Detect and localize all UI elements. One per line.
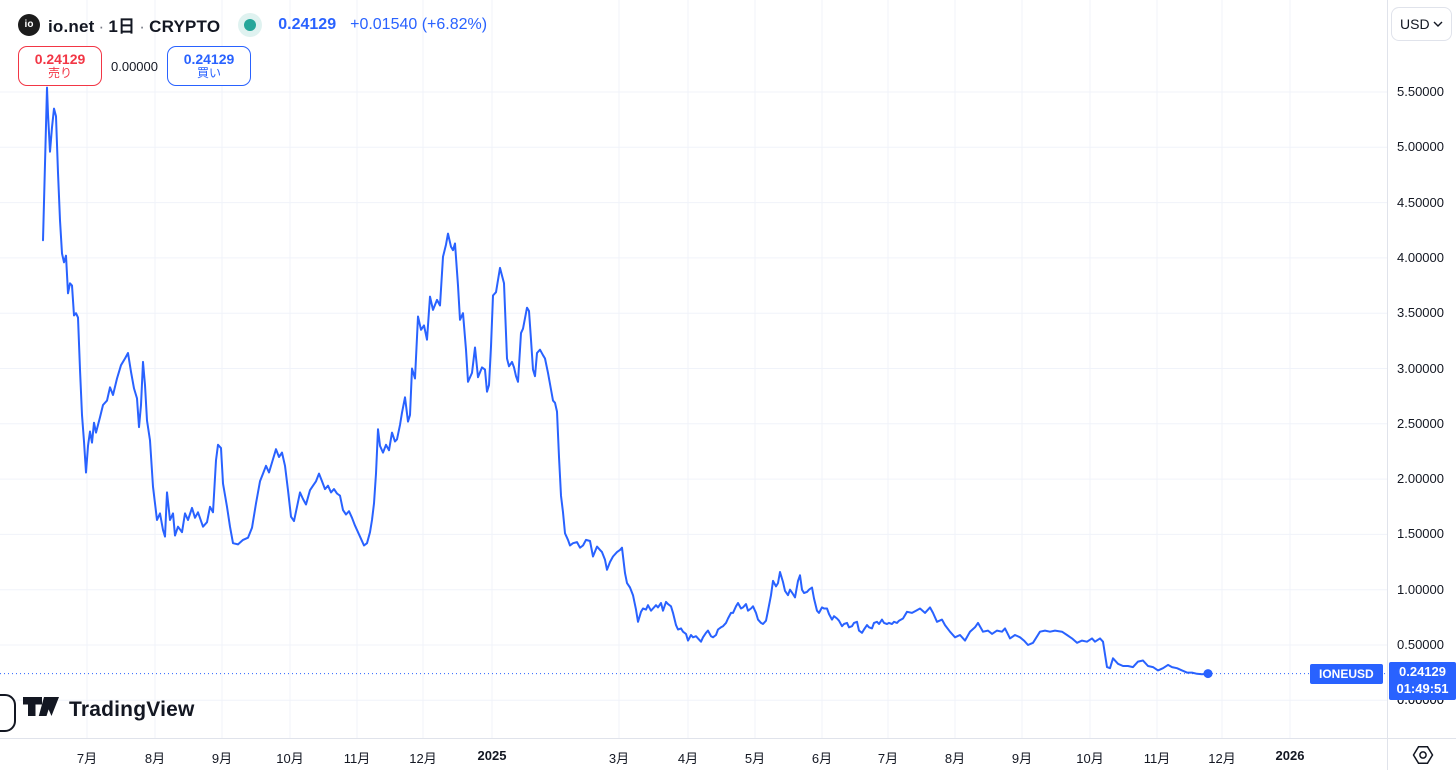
symbol-title[interactable]: io.net · 1日 · CRYPTO bbox=[48, 12, 220, 37]
time-tick-label: 9月 bbox=[211, 751, 233, 766]
time-tick-label: 10月 bbox=[1076, 751, 1104, 766]
currency-dropdown[interactable]: USD bbox=[1391, 7, 1452, 41]
time-tick-label: 7月 bbox=[76, 751, 98, 766]
last-price-axis-label: 0.24129 01:49:51 bbox=[1389, 661, 1456, 700]
tradingview-attribution[interactable]: TradingView bbox=[22, 696, 195, 723]
title-separator: · bbox=[139, 17, 146, 36]
left-edge-tab[interactable] bbox=[0, 694, 16, 732]
time-tick-label: 12月 bbox=[409, 751, 437, 766]
price-tick-label: 0.50000 bbox=[1397, 637, 1444, 652]
chevron-down-icon bbox=[1433, 21, 1443, 27]
price-change-value: +0.01540 (+6.82%) bbox=[350, 15, 488, 33]
ionet-logo-icon: io bbox=[18, 13, 40, 36]
symbol-header: io io.net · 1日 · CRYPTO 0.24129 +0.01540 (+6… bbox=[18, 12, 487, 37]
market-status-icon[interactable] bbox=[238, 12, 263, 37]
price-tick-label: 1.50000 bbox=[1397, 526, 1444, 542]
time-tick-label: 2026 bbox=[1275, 748, 1305, 763]
symbol-name[interactable]: io.net bbox=[48, 17, 95, 36]
sell-button[interactable]: 0.24129 売り bbox=[18, 46, 102, 86]
axis-last-price: 0.24129 bbox=[1399, 664, 1446, 680]
time-tick-label: 9月 bbox=[1011, 751, 1033, 766]
time-tick-label: 11月 bbox=[1143, 751, 1171, 766]
buy-label: 買い bbox=[196, 66, 221, 81]
time-tick-label: 3月 bbox=[608, 751, 630, 766]
time-tick-label: 11月 bbox=[343, 751, 371, 766]
time-tick-label: 2025 bbox=[477, 748, 507, 763]
time-tick-label: 5月 bbox=[744, 751, 766, 766]
scale-settings-icon[interactable] bbox=[1411, 744, 1435, 766]
price-tick-label: 1.00000 bbox=[1397, 581, 1444, 597]
time-tick-label: 6月 bbox=[811, 751, 833, 766]
price-tick-label: 5.00000 bbox=[1397, 139, 1444, 155]
currency-value: USD bbox=[1400, 16, 1430, 32]
buy-button[interactable]: 0.24129 買い bbox=[167, 46, 251, 86]
market-status-dot bbox=[244, 18, 257, 31]
tradingview-logo-icon bbox=[23, 697, 59, 716]
price-line-symbol-label: IONEUSD bbox=[1310, 664, 1383, 685]
bar-close-countdown: 01:49:51 bbox=[1396, 680, 1449, 696]
time-tick-label: 12月 bbox=[1208, 751, 1236, 766]
buy-price: 0.24129 bbox=[183, 51, 235, 68]
price-line-series bbox=[42, 86, 1209, 676]
price-tick-label: 4.50000 bbox=[1397, 194, 1444, 210]
time-tick-label: 4月 bbox=[677, 751, 699, 766]
interval-label[interactable]: 1日 bbox=[108, 17, 136, 36]
time-tick-label: 7月 bbox=[877, 751, 899, 766]
price-tick-label: 4.00000 bbox=[1397, 249, 1444, 265]
price-tick-label: 5.50000 bbox=[1397, 84, 1444, 99]
sell-label: 売り bbox=[47, 66, 72, 81]
scale-settings-corner[interactable] bbox=[1387, 739, 1456, 770]
spread-value: 0.00000 bbox=[111, 58, 158, 74]
last-price-value: 0.24129 bbox=[278, 15, 337, 33]
tradingview-brand-text: TradingView bbox=[69, 697, 195, 721]
price-tick-label: 3.00000 bbox=[1397, 360, 1444, 376]
market-label: CRYPTO bbox=[149, 17, 221, 36]
time-tick-label: 8月 bbox=[944, 751, 966, 766]
last-price-dot bbox=[1203, 669, 1213, 679]
price-scale[interactable]: USD 0.24129 01:49:51 5.50000 5.00000 4.500… bbox=[1387, 0, 1456, 738]
price-tick-label: 3.50000 bbox=[1397, 305, 1444, 321]
trade-panel: 0.24129 売り 0.00000 0.24129 買い bbox=[18, 46, 251, 86]
time-tick-label: 8月 bbox=[144, 751, 166, 766]
price-tick-label: 2.00000 bbox=[1397, 471, 1444, 487]
title-separator: · bbox=[98, 17, 105, 36]
time-tick-label: 10月 bbox=[276, 751, 304, 766]
time-scale[interactable]: 7月 8月 9月 10月 11月 12月 2025 3月 4月 5月 6月 7月 8月 9月 10月 11月 1… bbox=[0, 738, 1456, 770]
sell-price: 0.24129 bbox=[34, 51, 86, 68]
price-tick-label: 2.50000 bbox=[1397, 415, 1444, 431]
